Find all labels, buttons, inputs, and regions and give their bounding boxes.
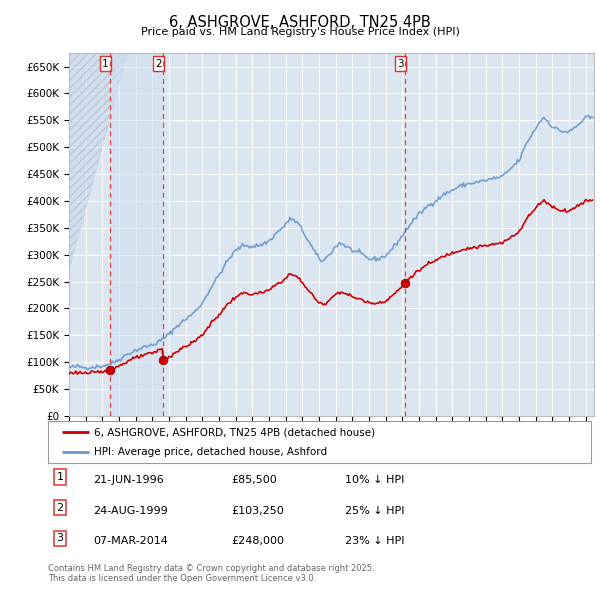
Text: 2: 2 bbox=[56, 503, 64, 513]
Text: 1: 1 bbox=[102, 58, 109, 68]
Point bbox=[158, 356, 168, 365]
Point bbox=[401, 278, 410, 287]
Text: £248,000: £248,000 bbox=[231, 536, 284, 546]
Text: Price paid vs. HM Land Registry's House Price Index (HPI): Price paid vs. HM Land Registry's House … bbox=[140, 27, 460, 37]
Text: 1: 1 bbox=[56, 472, 64, 482]
Text: 23% ↓ HPI: 23% ↓ HPI bbox=[345, 536, 404, 546]
Text: 3: 3 bbox=[56, 533, 64, 543]
Text: 07-MAR-2014: 07-MAR-2014 bbox=[93, 536, 168, 546]
Text: £103,250: £103,250 bbox=[231, 506, 284, 516]
Text: 24-AUG-1999: 24-AUG-1999 bbox=[93, 506, 168, 516]
Polygon shape bbox=[69, 53, 127, 271]
Text: HPI: Average price, detached house, Ashford: HPI: Average price, detached house, Ashf… bbox=[94, 447, 327, 457]
Text: 2: 2 bbox=[155, 58, 161, 68]
Bar bbox=[110, 53, 163, 416]
Text: 6, ASHGROVE, ASHFORD, TN25 4PB (detached house): 6, ASHGROVE, ASHFORD, TN25 4PB (detached… bbox=[94, 427, 375, 437]
Text: 25% ↓ HPI: 25% ↓ HPI bbox=[345, 506, 404, 516]
Text: 3: 3 bbox=[397, 58, 404, 68]
Text: 10% ↓ HPI: 10% ↓ HPI bbox=[345, 475, 404, 485]
Text: Contains HM Land Registry data © Crown copyright and database right 2025.
This d: Contains HM Land Registry data © Crown c… bbox=[48, 563, 374, 583]
Text: £85,500: £85,500 bbox=[231, 475, 277, 485]
Text: 6, ASHGROVE, ASHFORD, TN25 4PB: 6, ASHGROVE, ASHFORD, TN25 4PB bbox=[169, 15, 431, 30]
Point bbox=[106, 365, 115, 375]
Text: 21-JUN-1996: 21-JUN-1996 bbox=[93, 475, 164, 485]
